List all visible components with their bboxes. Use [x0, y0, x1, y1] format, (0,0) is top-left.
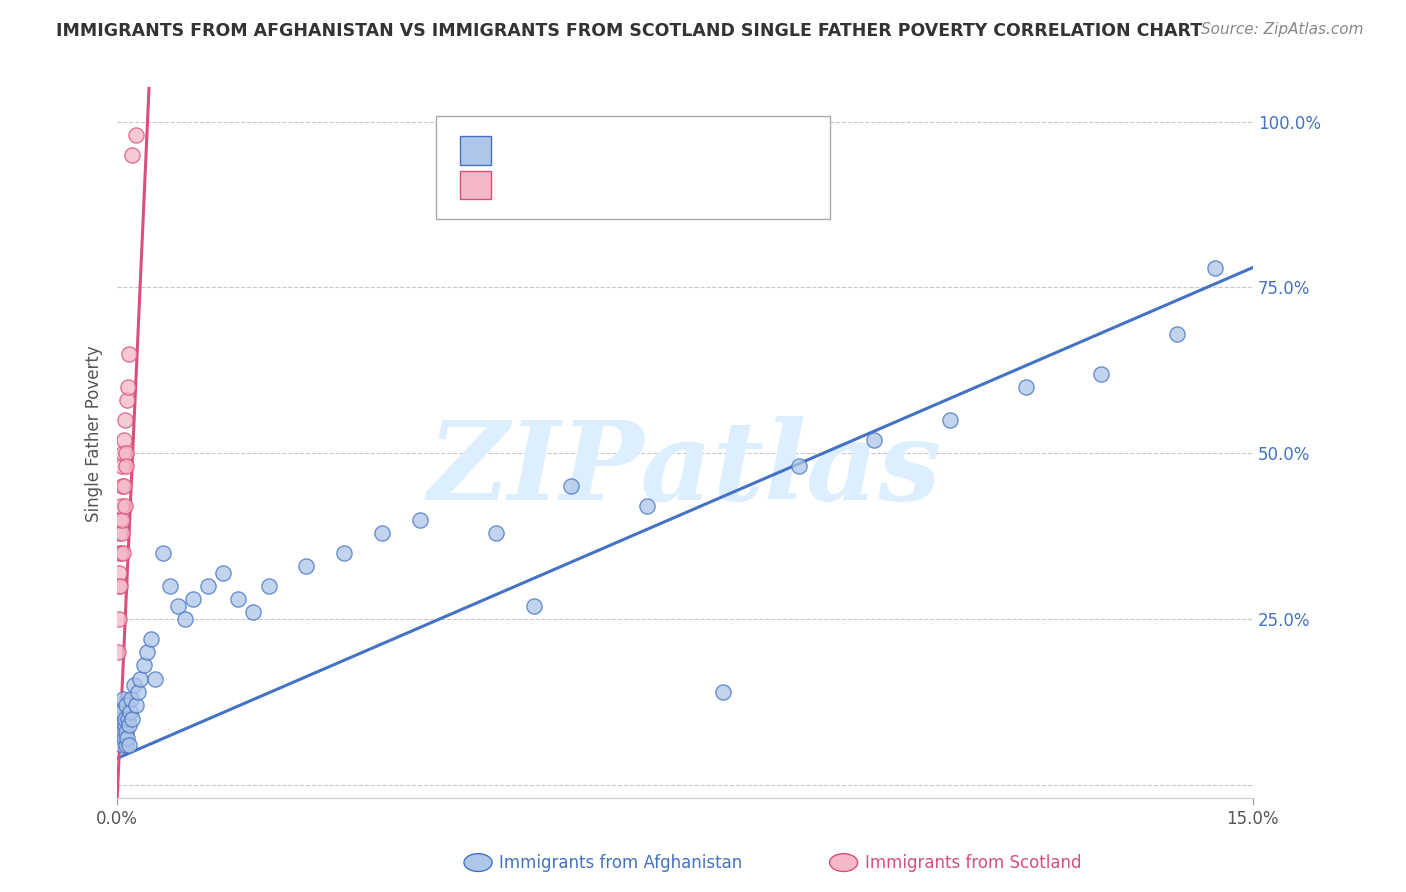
Point [1015, 380, 1038, 394]
Point [1166, 326, 1188, 341]
Point [636, 500, 658, 514]
Point [110, 500, 132, 514]
Point [111, 718, 134, 732]
Point [1090, 367, 1112, 381]
Point [117, 718, 139, 732]
Point [112, 546, 135, 560]
Point [112, 433, 135, 447]
Point [114, 738, 136, 752]
Point [112, 446, 135, 460]
Point [108, 525, 131, 540]
Point [121, 147, 143, 161]
Point [787, 459, 810, 474]
Point [111, 459, 134, 474]
Point [111, 512, 134, 526]
Point [111, 705, 134, 719]
Point [114, 500, 136, 514]
Point [117, 712, 139, 726]
Point [485, 525, 508, 540]
Point [295, 559, 318, 574]
Text: N = 27: N = 27 [638, 179, 706, 197]
Text: ZIPatlas: ZIPatlas [427, 416, 942, 524]
Point [560, 479, 582, 493]
Point [112, 479, 135, 493]
Point [115, 459, 138, 474]
Point [129, 672, 152, 686]
Point [125, 128, 148, 142]
Point [110, 546, 132, 560]
Point [115, 731, 138, 746]
Point [111, 738, 134, 752]
Text: IMMIGRANTS FROM AFGHANISTAN VS IMMIGRANTS FROM SCOTLAND SINGLE FATHER POVERTY CO: IMMIGRANTS FROM AFGHANISTAN VS IMMIGRANT… [56, 22, 1202, 40]
Text: Source: ZipAtlas.com: Source: ZipAtlas.com [1201, 22, 1364, 37]
Point [127, 685, 149, 699]
Point [141, 632, 163, 646]
Point [107, 645, 129, 659]
Text: R = 0.750: R = 0.750 [505, 179, 603, 197]
Text: N = 56: N = 56 [638, 145, 706, 162]
Point [118, 738, 141, 752]
Point [228, 592, 250, 607]
Point [110, 579, 132, 593]
Point [242, 606, 264, 620]
Point [107, 612, 129, 626]
Point [114, 712, 136, 726]
Point [122, 678, 145, 692]
Point [939, 413, 962, 427]
Point [117, 380, 139, 394]
Point [181, 592, 204, 607]
Point [166, 599, 188, 613]
Point [107, 579, 129, 593]
Point [108, 546, 131, 560]
Point [108, 724, 131, 739]
Point [371, 525, 394, 540]
Point [143, 672, 166, 686]
Point [257, 579, 280, 593]
Point [111, 525, 134, 540]
Point [152, 546, 174, 560]
Point [114, 718, 136, 732]
Text: Immigrants from Afghanistan: Immigrants from Afghanistan [499, 854, 742, 871]
Point [711, 685, 734, 699]
Point [197, 579, 219, 593]
Point [112, 731, 135, 746]
Text: Immigrants from Scotland: Immigrants from Scotland [865, 854, 1081, 871]
Point [114, 413, 136, 427]
Point [110, 698, 132, 713]
Point [112, 724, 135, 739]
Point [120, 705, 142, 719]
Point [120, 691, 142, 706]
Point [863, 433, 886, 447]
Point [115, 724, 138, 739]
Point [107, 712, 129, 726]
Point [110, 512, 132, 526]
Point [121, 712, 143, 726]
Text: R = 0.550: R = 0.550 [505, 145, 603, 162]
Point [111, 479, 134, 493]
Point [115, 698, 138, 713]
Point [523, 599, 546, 613]
Point [136, 645, 159, 659]
Point [159, 579, 181, 593]
Point [333, 546, 356, 560]
Y-axis label: Single Father Poverty: Single Father Poverty [86, 345, 103, 522]
Point [110, 731, 132, 746]
Point [114, 446, 136, 460]
Point [409, 512, 432, 526]
Point [108, 566, 131, 580]
Point [174, 612, 197, 626]
Point [1204, 260, 1226, 275]
Point [112, 691, 135, 706]
Point [212, 566, 235, 580]
Point [115, 393, 138, 408]
Point [125, 698, 148, 713]
Point [117, 347, 139, 361]
Point [132, 658, 155, 673]
